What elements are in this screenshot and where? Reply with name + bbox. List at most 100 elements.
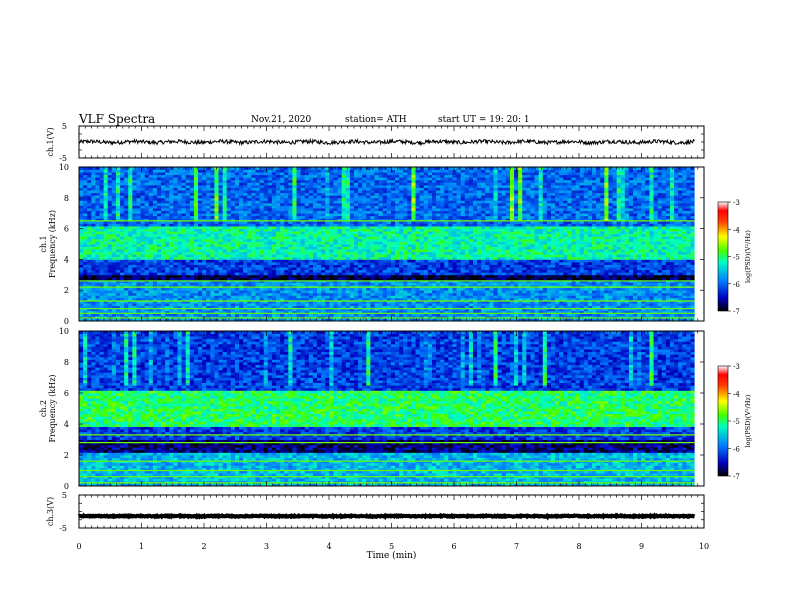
spectrogram-cell <box>132 220 137 224</box>
spectrogram-cell <box>173 261 178 265</box>
spectrogram-cell <box>304 254 310 258</box>
spectrogram-cell <box>243 169 248 173</box>
spectrogram-cell <box>382 274 388 278</box>
spectrogram-cell <box>165 287 170 291</box>
spectrogram-cell <box>374 310 379 314</box>
spectrogram-cell <box>222 233 228 237</box>
spectrogram-cell <box>374 277 379 281</box>
spectrogram-cell <box>337 274 343 278</box>
spectrogram-cell <box>226 272 232 276</box>
spectrogram-cell <box>284 226 289 229</box>
spectrogram-cell <box>243 208 248 212</box>
spectrogram-cell <box>362 231 367 235</box>
spectrogram-cell <box>132 233 137 237</box>
spectrogram-cell <box>144 290 150 294</box>
spectrogram-cell <box>177 290 182 294</box>
spectrogram-cell <box>132 249 137 253</box>
spectrogram-cell <box>337 267 343 271</box>
spectrogram-cell <box>107 259 113 263</box>
spectrogram-cell <box>362 269 367 273</box>
spectrogram-cell <box>263 174 269 178</box>
spectrogram-cell <box>378 272 384 276</box>
spectrogram-cell <box>341 182 347 186</box>
spectrogram-cell <box>132 318 137 322</box>
spectrogram-cell <box>198 210 203 214</box>
spectrogram-cell <box>206 205 211 209</box>
spectrogram-cell <box>276 215 281 219</box>
spectrogram-cell <box>345 192 351 196</box>
spectrogram-cell <box>415 197 421 201</box>
spectrogram-cell <box>370 238 375 242</box>
spectrogram-cell <box>276 264 281 268</box>
spectrogram-cell <box>198 233 203 237</box>
spectrogram-cell <box>165 215 170 219</box>
spectrogram-cell <box>152 213 158 217</box>
spectrogram-cell <box>230 308 236 312</box>
spectrogram-cell <box>333 228 338 232</box>
spectrogram-cell <box>321 177 326 181</box>
spectrogram-cell <box>239 310 244 314</box>
spectrogram-cell <box>234 215 240 219</box>
spectrogram-cell <box>333 310 338 314</box>
spectrogram-cell <box>304 218 310 222</box>
spectrogram-cell <box>345 233 351 237</box>
spectrogram-cell <box>148 174 154 178</box>
spectrogram-cell <box>259 303 265 306</box>
spectrogram-cell <box>382 169 388 173</box>
spectrogram-cell <box>403 272 408 276</box>
spectrogram-cell <box>407 231 412 235</box>
spectrogram-cell <box>115 195 121 199</box>
spectrogram-cell <box>276 192 281 196</box>
spectrogram-cell <box>288 267 293 271</box>
spectrogram-cell <box>206 249 211 253</box>
spectrogram-cell <box>284 272 289 276</box>
spectrogram-cell <box>226 195 232 199</box>
spectrogram-cell <box>349 244 355 247</box>
spectrogram-cell <box>107 172 113 176</box>
spectrogram-cell <box>193 256 199 260</box>
spectrogram-cell <box>210 272 215 276</box>
spectrogram-cell <box>87 179 92 183</box>
spectrogram-cell <box>308 192 314 196</box>
spectrogram-cell <box>222 208 228 212</box>
spectrogram-cell <box>124 226 129 229</box>
spectrogram-cell <box>239 251 244 255</box>
spectrogram-cell <box>370 174 375 178</box>
spectrogram-cell <box>255 244 260 247</box>
spectrogram-cell <box>345 272 351 276</box>
spectrogram-cell <box>218 192 224 196</box>
spectrogram-cell <box>366 218 371 222</box>
spectrogram-cell <box>325 210 330 214</box>
spectrogram-cell <box>370 246 375 250</box>
spectrogram-cell <box>300 274 306 278</box>
spectrogram-cell <box>136 215 141 219</box>
spectrogram-cell <box>267 295 273 299</box>
spectrogram-cell <box>304 244 310 247</box>
spectrogram-cell <box>366 292 371 296</box>
spectrogram-cell <box>206 167 211 170</box>
start-time-label: start UT = 19: 20: 1 <box>438 115 530 125</box>
spectrogram-cell <box>390 228 396 232</box>
spectrogram-cell <box>198 254 203 258</box>
spectrogram-cell <box>128 305 133 309</box>
spectrogram-cell <box>415 251 421 255</box>
spectrogram-cell <box>152 308 158 312</box>
spectrogram-cell <box>111 190 117 194</box>
spectrogram-cell <box>193 174 199 178</box>
spectrogram-cell <box>415 269 421 273</box>
spectrogram-cell <box>193 238 199 242</box>
spectrogram-cell <box>284 259 289 263</box>
spectrogram-cell <box>317 300 322 304</box>
spectrogram-cell <box>255 310 260 314</box>
spectrogram-cell <box>189 261 195 265</box>
spectrogram-cell <box>226 223 232 227</box>
spectrogram-cell <box>341 192 347 196</box>
spectrogram-cell <box>403 233 408 237</box>
spectrogram-cell <box>395 200 400 204</box>
spectrogram-cell <box>226 300 232 304</box>
spectrogram-cell <box>395 202 400 206</box>
spectrogram-cell <box>300 246 306 250</box>
spectrogram-cell <box>165 274 170 278</box>
spectrogram-cell <box>411 244 416 247</box>
spectrogram-cell <box>267 259 273 263</box>
